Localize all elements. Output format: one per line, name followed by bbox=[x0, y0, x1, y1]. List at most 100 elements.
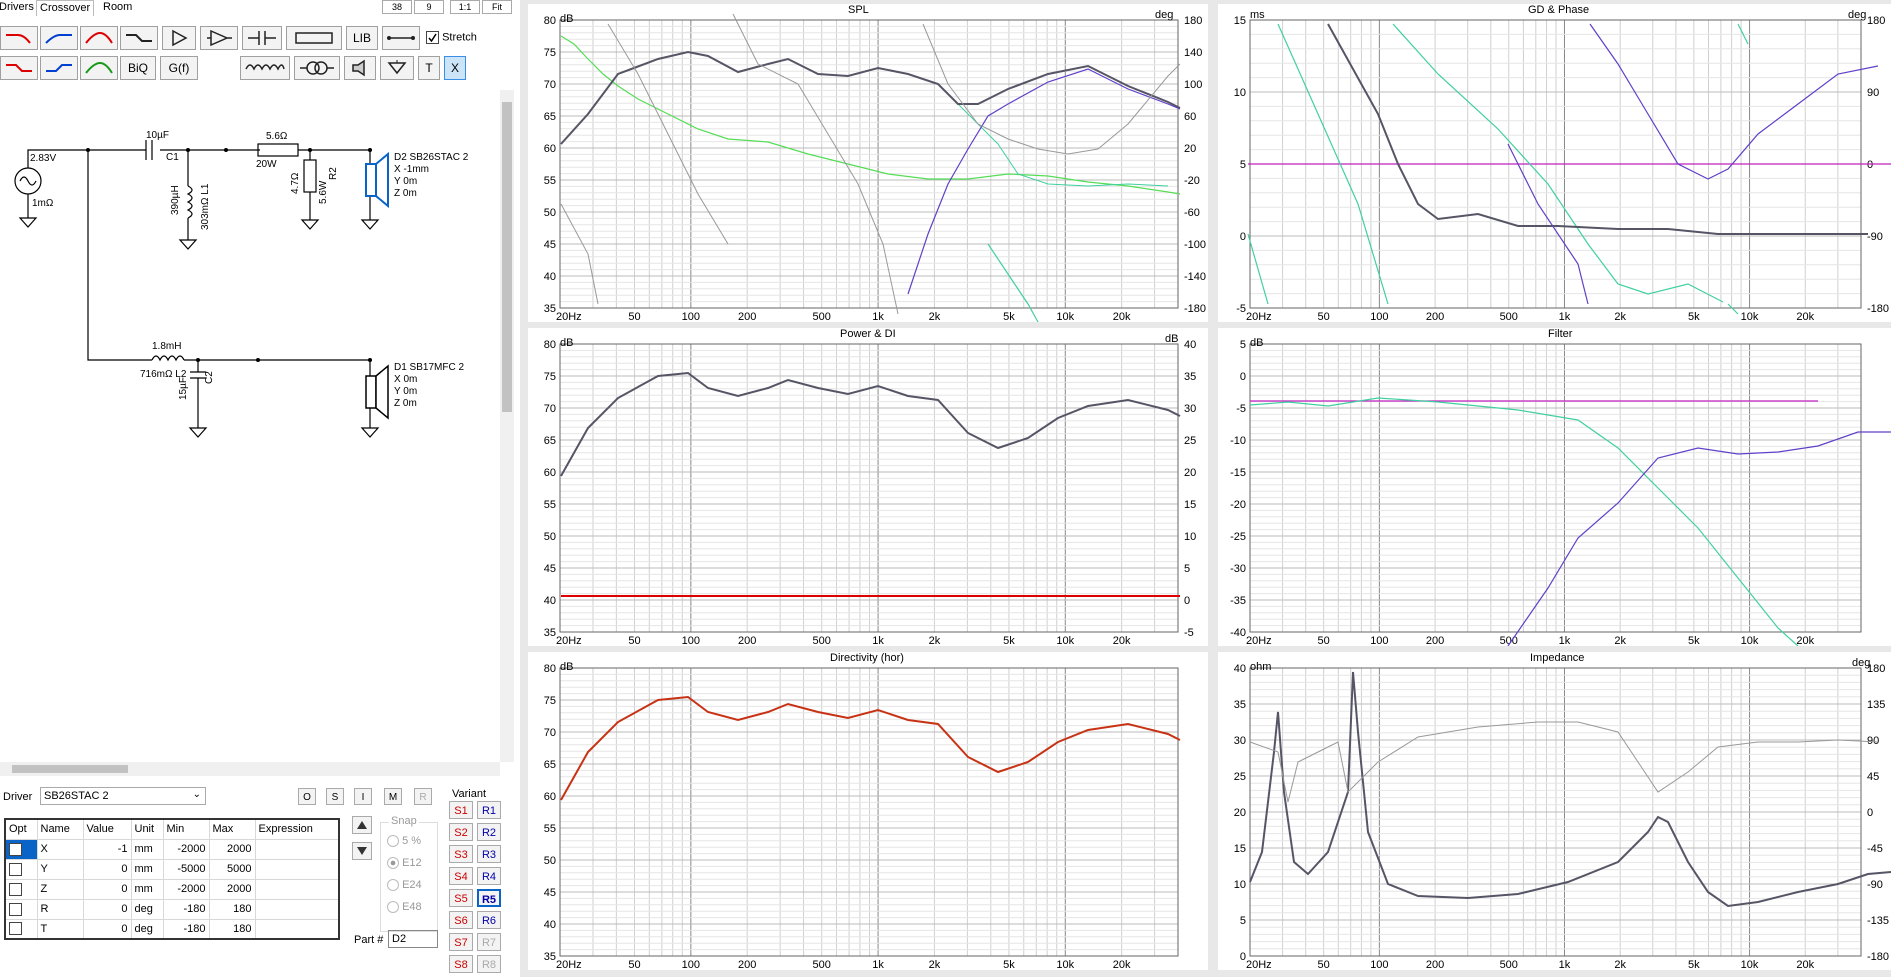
variant-r1-button[interactable]: R1 bbox=[477, 801, 501, 819]
param-max[interactable]: 5000 bbox=[208, 858, 256, 880]
shelf-filter-button[interactable] bbox=[120, 26, 158, 50]
variant-s4-button[interactable]: S4 bbox=[449, 867, 473, 885]
zoom-field-2[interactable]: 9 bbox=[414, 0, 444, 14]
highpass2-button[interactable] bbox=[40, 56, 78, 80]
param-expression[interactable] bbox=[254, 838, 340, 860]
tab-drivers[interactable]: Drivers bbox=[0, 1, 34, 13]
biquad-button[interactable]: BiQ bbox=[120, 56, 156, 80]
opt-checkbox-r[interactable] bbox=[4, 898, 38, 920]
param-expression[interactable] bbox=[254, 858, 340, 880]
impedance-plot[interactable]: 403530252015105018013590450-45-90-135-18… bbox=[1218, 652, 1891, 970]
capacitor-button[interactable] bbox=[242, 26, 282, 50]
variant-s6-button[interactable]: S6 bbox=[449, 911, 473, 929]
variant-s3-button[interactable]: S3 bbox=[449, 845, 473, 863]
notch-button[interactable] bbox=[80, 56, 118, 80]
param-max[interactable]: 2000 bbox=[208, 878, 256, 900]
buffer-button[interactable] bbox=[162, 26, 196, 50]
lowpass2-button[interactable] bbox=[0, 56, 38, 80]
r2-value-label[interactable]: 4.7Ω bbox=[290, 172, 301, 194]
bandpass-filter-button[interactable] bbox=[80, 26, 118, 50]
variant-s5-button[interactable]: S5 bbox=[449, 889, 473, 907]
param-min[interactable]: -5000 bbox=[162, 858, 210, 880]
variant-s2-button[interactable]: S2 bbox=[449, 823, 473, 841]
param-min[interactable]: -180 bbox=[162, 918, 210, 940]
c1-value-label[interactable]: 10µF bbox=[146, 130, 169, 141]
param-value[interactable]: 0 bbox=[82, 918, 132, 940]
variant-r5-button[interactable]: R5 bbox=[477, 889, 501, 907]
wire-button[interactable] bbox=[382, 26, 420, 50]
resistor-button[interactable] bbox=[286, 26, 342, 50]
tab-crossover[interactable]: Crossover bbox=[36, 0, 95, 16]
hscroll-thumb[interactable] bbox=[12, 765, 128, 773]
transfer-function-button[interactable]: G(f) bbox=[160, 56, 198, 80]
param-min[interactable]: -2000 bbox=[162, 878, 210, 900]
variant-r7-button[interactable]: R7 bbox=[477, 933, 501, 951]
r1-value-label[interactable]: 5.6Ω bbox=[266, 131, 288, 142]
snap-option-e48[interactable]: E48 bbox=[387, 901, 422, 914]
transformer-button[interactable] bbox=[294, 56, 340, 80]
highpass-filter-button[interactable] bbox=[40, 26, 78, 50]
opamp-button[interactable] bbox=[200, 26, 238, 50]
variant-s7-button[interactable]: S7 bbox=[449, 933, 473, 951]
driver-i-button[interactable]: I bbox=[354, 788, 372, 805]
param-expression[interactable] bbox=[254, 918, 340, 940]
spl-plot[interactable]: 80 75 70 65 60 55 50 45 40 35 180 140 100 60 20 -20 -60 -… bbox=[528, 4, 1208, 322]
schematic-vscroll[interactable] bbox=[500, 90, 514, 762]
param-value[interactable]: 0 bbox=[82, 878, 132, 900]
variant-s1-button[interactable]: S1 bbox=[449, 801, 473, 819]
l1-value-label[interactable]: 390µH bbox=[170, 185, 181, 215]
param-value[interactable]: -1 bbox=[82, 838, 132, 860]
table-row[interactable]: X -1 mm -2000 2000 bbox=[4, 838, 340, 860]
table-row[interactable]: Y 0 mm -5000 5000 bbox=[4, 858, 340, 880]
driver-o-button[interactable]: O bbox=[298, 788, 316, 805]
speaker-button[interactable] bbox=[344, 56, 376, 80]
part-number-input[interactable]: D2 bbox=[388, 930, 438, 948]
zoom-1to1-button[interactable]: 1:1 bbox=[450, 0, 480, 14]
schematic-hscroll[interactable] bbox=[0, 762, 500, 776]
move-down-button[interactable] bbox=[352, 842, 372, 860]
opt-checkbox-x[interactable] bbox=[4, 838, 38, 860]
param-max[interactable]: 180 bbox=[208, 918, 256, 940]
opt-checkbox-t[interactable] bbox=[4, 918, 38, 940]
snap-option-5pct[interactable]: 5 % bbox=[387, 835, 421, 848]
param-min[interactable]: -180 bbox=[162, 898, 210, 920]
c2-value-label[interactable]: 15µF bbox=[178, 377, 189, 400]
ground-button[interactable] bbox=[380, 56, 414, 80]
snap-option-e24[interactable]: E24 bbox=[387, 879, 422, 892]
d2-speaker-icon[interactable] bbox=[365, 151, 389, 209]
d1-speaker-icon[interactable] bbox=[365, 364, 389, 420]
param-min[interactable]: -2000 bbox=[162, 838, 210, 860]
param-expression[interactable] bbox=[254, 878, 340, 900]
vscroll-thumb[interactable] bbox=[502, 102, 512, 412]
schematic-canvas[interactable] bbox=[0, 90, 500, 750]
text-button[interactable]: T bbox=[418, 56, 440, 80]
move-up-button[interactable] bbox=[352, 816, 372, 834]
driver-m-button[interactable]: M bbox=[384, 788, 402, 805]
driver-r-button[interactable]: R bbox=[414, 788, 432, 805]
param-max[interactable]: 2000 bbox=[208, 838, 256, 860]
lowpass-filter-button[interactable] bbox=[0, 26, 38, 50]
table-row[interactable]: Z 0 mm -2000 2000 bbox=[4, 878, 340, 900]
table-row[interactable]: T 0 deg -180 180 bbox=[4, 918, 340, 940]
delete-x-button[interactable]: X bbox=[444, 56, 466, 80]
fit-button[interactable]: Fit bbox=[482, 0, 512, 14]
param-value[interactable]: 0 bbox=[82, 898, 132, 920]
stretch-checkbox[interactable]: Stretch bbox=[426, 31, 477, 44]
opt-checkbox-y[interactable] bbox=[4, 858, 38, 880]
zoom-field-1[interactable]: 38 bbox=[382, 0, 412, 14]
snap-option-e12[interactable]: E12 bbox=[387, 857, 422, 870]
driver-s-button[interactable]: S bbox=[326, 788, 344, 805]
variant-r8-button[interactable]: R8 bbox=[477, 955, 501, 973]
variant-r6-button[interactable]: R6 bbox=[477, 911, 501, 929]
param-value[interactable]: 0 bbox=[82, 858, 132, 880]
inductor-button[interactable] bbox=[240, 56, 290, 80]
param-max[interactable]: 180 bbox=[208, 898, 256, 920]
tab-room[interactable]: Room bbox=[103, 1, 133, 13]
lib-button[interactable]: LIB bbox=[346, 26, 378, 50]
variant-r2-button[interactable]: R2 bbox=[477, 823, 501, 841]
table-row[interactable]: R 0 deg -180 180 bbox=[4, 898, 340, 920]
driver-select[interactable]: SB26STAC 2 ⌄ bbox=[40, 787, 206, 805]
